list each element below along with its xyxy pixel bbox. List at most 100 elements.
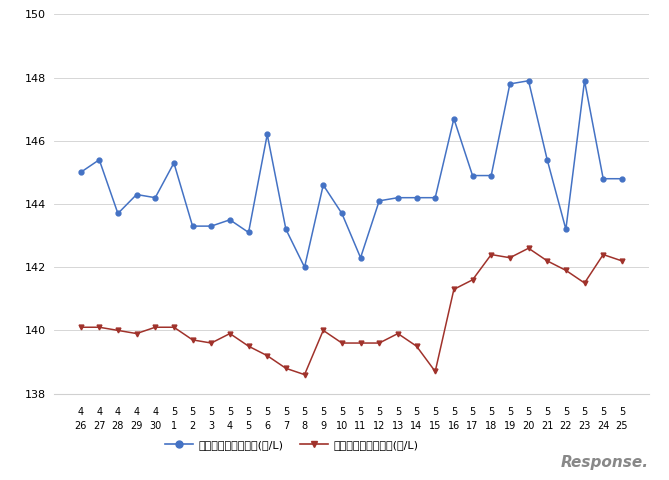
- レギュラー実売価格(円/L): [245, 343, 253, 349]
- Text: 6: 6: [264, 421, 270, 432]
- レギュラー実売価格(円/L): [618, 258, 626, 264]
- Text: 20: 20: [522, 421, 535, 432]
- レギュラー看板価格(円/L): [170, 160, 178, 166]
- レギュラー看板価格(円/L): [245, 229, 253, 235]
- レギュラー実売価格(円/L): [151, 324, 159, 330]
- Text: 4: 4: [96, 408, 102, 418]
- Text: 5: 5: [488, 408, 494, 418]
- レギュラー看板価格(円/L): [432, 195, 440, 201]
- Text: 5: 5: [339, 408, 345, 418]
- レギュラー看板価格(円/L): [618, 176, 626, 181]
- レギュラー看板価格(円/L): [282, 227, 290, 232]
- レギュラー実売価格(円/L): [170, 324, 178, 330]
- Text: 5: 5: [283, 408, 289, 418]
- レギュラー実売価格(円/L): [432, 369, 440, 374]
- Text: 21: 21: [541, 421, 553, 432]
- レギュラー実売価格(円/L): [282, 365, 290, 371]
- Text: 30: 30: [149, 421, 161, 432]
- Text: 2: 2: [189, 421, 196, 432]
- レギュラー実売価格(円/L): [543, 258, 551, 264]
- Text: 5: 5: [171, 408, 177, 418]
- Text: 4: 4: [227, 421, 233, 432]
- レギュラー実売価格(円/L): [207, 340, 215, 346]
- レギュラー実売価格(円/L): [450, 287, 458, 292]
- Text: 28: 28: [112, 421, 124, 432]
- レギュラー実売価格(円/L): [599, 252, 607, 257]
- Text: 13: 13: [392, 421, 404, 432]
- Text: 25: 25: [615, 421, 628, 432]
- Text: 14: 14: [410, 421, 423, 432]
- レギュラー実売価格(円/L): [357, 340, 365, 346]
- Text: 8: 8: [302, 421, 308, 432]
- レギュラー実売価格(円/L): [114, 327, 122, 333]
- レギュラー実売価格(円/L): [487, 252, 495, 257]
- Text: 11: 11: [355, 421, 367, 432]
- レギュラー看板価格(円/L): [300, 264, 308, 270]
- レギュラー看板価格(円/L): [151, 195, 159, 201]
- レギュラー実売価格(円/L): [95, 324, 103, 330]
- レギュラー看板価格(円/L): [543, 157, 551, 163]
- Text: 5: 5: [264, 408, 270, 418]
- レギュラー実売価格(円/L): [524, 245, 533, 251]
- レギュラー看板価格(円/L): [319, 182, 327, 188]
- レギュラー実売価格(円/L): [506, 255, 514, 261]
- Text: 5: 5: [413, 408, 419, 418]
- レギュラー看板価格(円/L): [338, 211, 346, 216]
- Text: 5: 5: [246, 421, 252, 432]
- Text: 15: 15: [429, 421, 442, 432]
- Text: 4: 4: [134, 408, 140, 418]
- Text: 5: 5: [432, 408, 438, 418]
- レギュラー実売価格(円/L): [375, 340, 383, 346]
- Text: 10: 10: [336, 421, 348, 432]
- Text: 22: 22: [560, 421, 572, 432]
- Text: 3: 3: [208, 421, 214, 432]
- Text: 5: 5: [302, 408, 308, 418]
- Legend: レギュラー看板価格(円/L), レギュラー実売価格(円/L): レギュラー看板価格(円/L), レギュラー実売価格(円/L): [161, 435, 423, 455]
- レギュラー看板価格(円/L): [468, 173, 476, 179]
- レギュラー実売価格(円/L): [300, 372, 308, 378]
- レギュラー看板価格(円/L): [562, 227, 570, 232]
- レギュラー実売価格(円/L): [581, 280, 589, 286]
- Text: 26: 26: [74, 421, 87, 432]
- レギュラー看板価格(円/L): [375, 198, 383, 204]
- Text: 16: 16: [448, 421, 460, 432]
- レギュラー実売価格(円/L): [263, 353, 271, 359]
- レギュラー実売価格(円/L): [226, 331, 234, 336]
- Text: 5: 5: [451, 408, 457, 418]
- Text: Response.: Response.: [561, 456, 649, 470]
- レギュラー実売価格(円/L): [76, 324, 84, 330]
- Text: 5: 5: [357, 408, 364, 418]
- レギュラー実売価格(円/L): [319, 327, 327, 333]
- Text: 5: 5: [320, 408, 326, 418]
- Text: 5: 5: [525, 408, 532, 418]
- レギュラー実売価格(円/L): [132, 331, 140, 336]
- Text: 29: 29: [130, 421, 142, 432]
- レギュラー看板価格(円/L): [487, 173, 495, 179]
- Text: 5: 5: [581, 408, 587, 418]
- Text: 5: 5: [246, 408, 252, 418]
- Text: 24: 24: [597, 421, 609, 432]
- レギュラー看板価格(円/L): [226, 217, 234, 223]
- レギュラー実売価格(円/L): [468, 277, 476, 283]
- Text: 5: 5: [189, 408, 196, 418]
- レギュラー看板価格(円/L): [599, 176, 607, 181]
- Text: 5: 5: [227, 408, 233, 418]
- レギュラー看板価格(円/L): [413, 195, 421, 201]
- Text: 23: 23: [578, 421, 591, 432]
- レギュラー看板価格(円/L): [76, 169, 84, 175]
- レギュラー看板価格(円/L): [207, 223, 215, 229]
- レギュラー看板価格(円/L): [357, 255, 365, 261]
- レギュラー看板価格(円/L): [450, 116, 458, 121]
- レギュラー看板価格(円/L): [189, 223, 197, 229]
- レギュラー看板価格(円/L): [263, 132, 271, 137]
- Text: 27: 27: [93, 421, 106, 432]
- レギュラー看板価格(円/L): [114, 211, 122, 216]
- レギュラー実売価格(円/L): [394, 331, 402, 336]
- レギュラー実売価格(円/L): [413, 343, 421, 349]
- Text: 5: 5: [376, 408, 383, 418]
- Text: 4: 4: [152, 408, 159, 418]
- Text: 5: 5: [563, 408, 569, 418]
- Text: 5: 5: [619, 408, 625, 418]
- Text: 5: 5: [395, 408, 401, 418]
- Text: 9: 9: [320, 421, 326, 432]
